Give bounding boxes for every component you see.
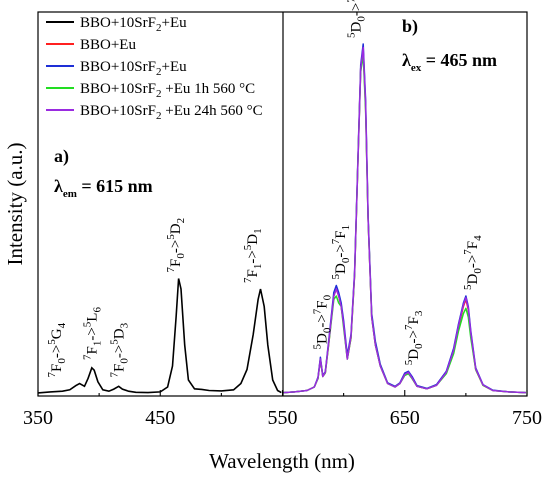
x-axis-title: Wavelength (nm) bbox=[209, 449, 355, 473]
legend-label-bbo_srf2_eu: BBO+10SrF2+Eu bbox=[80, 59, 187, 78]
x-tick-label: 450 bbox=[145, 407, 175, 429]
x-tick-label: 550 bbox=[268, 407, 298, 429]
legend-label-excitation: BBO+10SrF2+Eu bbox=[80, 15, 187, 34]
lambda-ex-label: λex = 465 nm bbox=[402, 50, 497, 74]
x-tick-label: 650 bbox=[390, 407, 420, 429]
annotation-ann-7f0-5g4: 7F0->5G4 bbox=[46, 322, 68, 377]
annotation-ann-7f1-5l6: 7F1->5L6 bbox=[82, 307, 104, 360]
legend-label-bbo_eu: BBO+Eu bbox=[80, 37, 136, 53]
legend: BBO+10SrF2+Eu BBO+Eu BBO+10SrF2+Eu BBO+10Sr… bbox=[46, 15, 263, 122]
annotation-ann-5d0-7f2: 5D0->7F2 bbox=[346, 0, 368, 38]
annotation-ann-5d0-7f1: 5D0->7F1 bbox=[330, 225, 352, 280]
annotation-ann-7f0-5d2: 7F0->5D2 bbox=[165, 218, 187, 273]
x-tick-label: 350 bbox=[23, 407, 53, 429]
annotation-ann-7f1-5d1: 7F1->5D1 bbox=[242, 228, 264, 283]
legend-label-bbo_srf2_eu_24h: BBO+10SrF2 +Eu 24h 560 °C bbox=[80, 103, 263, 122]
panel-b-label: b) bbox=[402, 16, 418, 37]
legend-label-bbo_srf2_eu_1h: BBO+10SrF2 +Eu 1h 560 °C bbox=[80, 81, 255, 100]
x-axis: 350 450 550 650 750 bbox=[23, 390, 542, 429]
annotation-ann-5d0-7f0: 5D0->7F0 bbox=[312, 294, 334, 349]
series-line-excitation bbox=[37, 278, 282, 394]
annotation-ann-5d0-7f4: 5D0->7F4 bbox=[462, 235, 484, 290]
panel-a-label: a) bbox=[54, 146, 69, 167]
plot-lines bbox=[37, 43, 526, 394]
annotation-ann-5d0-7f3: 5D0->7F3 bbox=[403, 310, 425, 365]
annotation-ann-7f0-5d3: 7F0->5D3 bbox=[109, 322, 131, 377]
lambda-em-label: λem = 615 nm bbox=[54, 176, 153, 200]
x-tick-label: 750 bbox=[512, 407, 542, 429]
y-axis-title: Intensity (a.u.) bbox=[3, 142, 27, 265]
series-line-emission-4 bbox=[283, 46, 526, 394]
